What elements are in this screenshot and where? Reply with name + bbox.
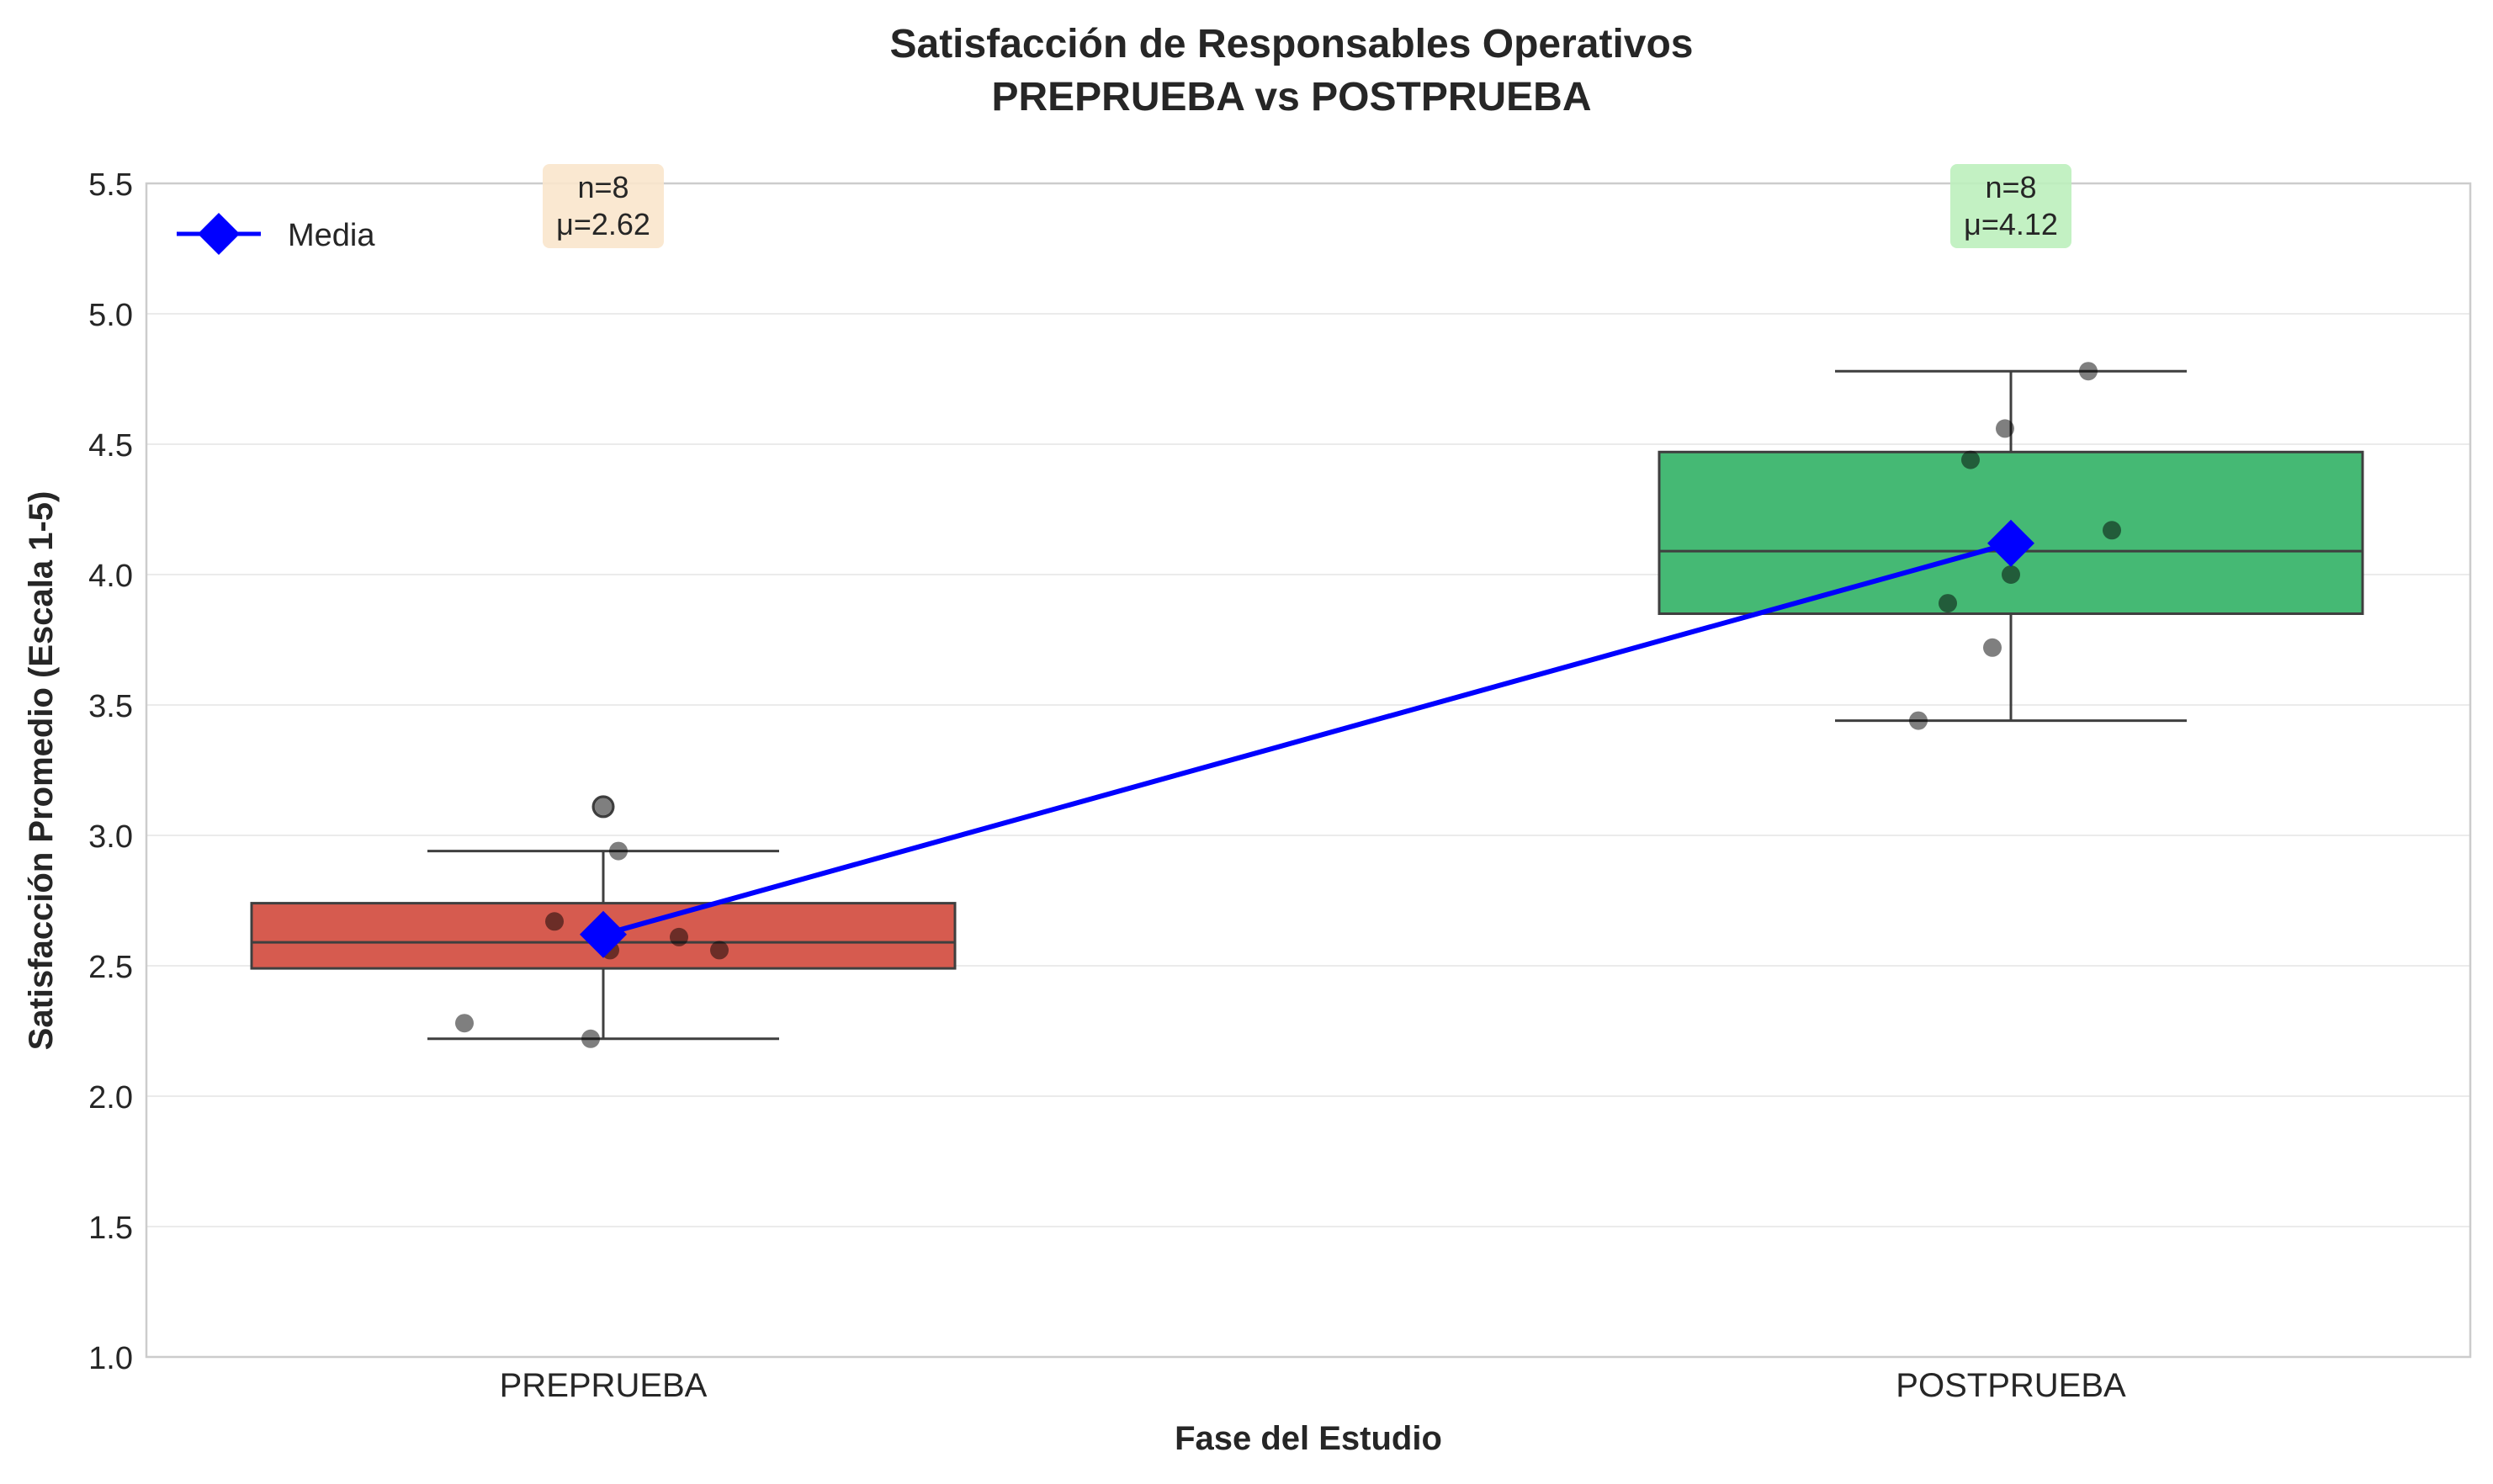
y-tick-label-7: 4.5 xyxy=(88,428,133,464)
mean-layer xyxy=(580,519,2034,958)
annotation-0: n=8μ=2.62 xyxy=(543,164,664,248)
data-point-1-4 xyxy=(1961,450,1980,469)
y-axis-label: Satisfacción Promedio (Escala 1-5) xyxy=(23,491,60,1051)
x-tick-label-0: PREPRUEBA xyxy=(500,1367,708,1404)
legend-diamond-marker xyxy=(198,213,240,255)
data-point-1-7 xyxy=(2079,362,2098,381)
data-point-0-5 xyxy=(670,927,688,946)
x-axis-label: Fase del Estudio xyxy=(1175,1420,1442,1457)
legend-label-media: Media xyxy=(288,218,375,253)
y-tick-label-5: 3.5 xyxy=(88,689,133,724)
data-point-1-0 xyxy=(1909,711,1928,730)
annotation-n-0: n=8 xyxy=(577,170,629,204)
annotation-box-0 xyxy=(543,164,664,248)
outlier-0-0 xyxy=(591,795,615,819)
plot-frame xyxy=(145,182,2472,1359)
annotation-mean-0: μ=2.62 xyxy=(556,207,650,241)
y-tick-label-1: 1.5 xyxy=(88,1211,133,1246)
data-point-1-5 xyxy=(1996,419,2014,438)
annotation-1: n=8μ=4.12 xyxy=(1950,164,2071,248)
points-layer xyxy=(455,362,2121,1048)
data-point-1-3 xyxy=(2002,565,2020,584)
chart-title: Satisfacción de Responsables Operativos xyxy=(889,22,1693,66)
annotation-mean-1: μ=4.12 xyxy=(1964,207,2058,241)
data-point-1-2 xyxy=(1983,638,2002,657)
mean-marker-0 xyxy=(580,910,627,958)
data-point-0-1 xyxy=(581,1029,600,1048)
mean-line xyxy=(602,540,2012,937)
y-tick-label-3: 2.5 xyxy=(88,950,133,985)
data-point-0-7 xyxy=(594,797,613,816)
x-tick-label-1: POSTPRUEBA xyxy=(1896,1367,2126,1404)
legend: Media xyxy=(177,213,375,255)
y-tick-label-4: 3.0 xyxy=(88,819,133,855)
ticks-layer: 1.0 1.5 2.0 2.5 3.0 3.5 4.0 4.5 5.0 5.5 PREPRUEBA P… xyxy=(88,167,2126,1404)
chart-subtitle: PREPRUEBA vs POSTPRUEBA xyxy=(991,75,1591,119)
y-tick-label-0: 1.0 xyxy=(88,1341,133,1376)
data-point-1-1 xyxy=(1939,594,1957,613)
data-point-0-2 xyxy=(545,912,564,931)
data-point-0-3 xyxy=(609,841,628,861)
y-tick-label-2: 2.0 xyxy=(88,1080,133,1116)
data-point-0-0 xyxy=(455,1014,474,1033)
data-point-0-6 xyxy=(710,941,729,960)
annotation-box-1 xyxy=(1950,164,2071,248)
annotation-n-1: n=8 xyxy=(1985,170,2036,204)
y-tick-label-8: 5.0 xyxy=(88,298,133,333)
mean-marker-1 xyxy=(1987,519,2034,567)
data-point-1-6 xyxy=(2103,521,2121,540)
y-tick-label-9: 5.5 xyxy=(88,167,133,203)
y-tick-label-6: 4.0 xyxy=(88,559,133,594)
annotations-layer: n=8μ=2.62n=8μ=4.12 xyxy=(543,164,2071,248)
